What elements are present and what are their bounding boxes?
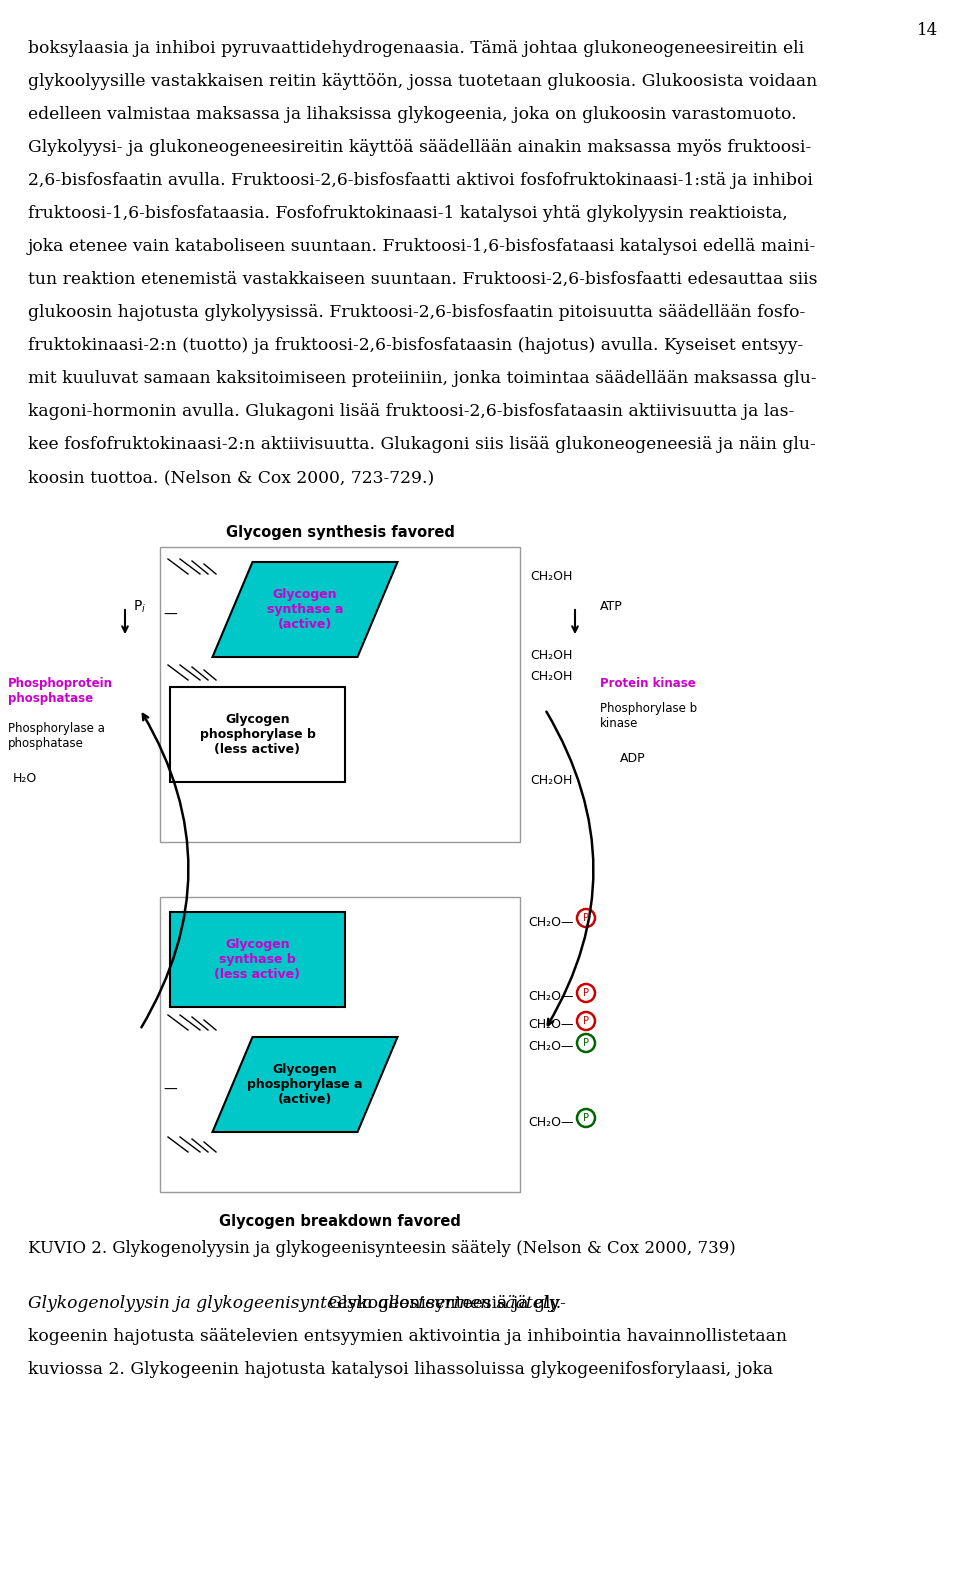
FancyBboxPatch shape xyxy=(170,911,345,1008)
Text: kogeenin hajotusta säätelevien entsyymien aktivointia ja inhibointia havainnolli: kogeenin hajotusta säätelevien entsyymie… xyxy=(28,1327,787,1345)
Text: Glycogen synthesis favored: Glycogen synthesis favored xyxy=(226,525,454,539)
Text: 2,6-bisfosfaatin avulla. Fruktoosi-2,6-bisfosfaatti aktivoi fosfofruktokinaasi-1: 2,6-bisfosfaatin avulla. Fruktoosi-2,6-b… xyxy=(28,172,813,188)
Text: Glycogen
synthase a
(active): Glycogen synthase a (active) xyxy=(267,589,343,631)
FancyBboxPatch shape xyxy=(160,897,520,1191)
Text: Glycogen breakdown favored: Glycogen breakdown favored xyxy=(219,1213,461,1229)
Text: joka etenee vain kataboliseen suuntaan. Fruktoosi-1,6-bisfosfataasi katalysoi ed: joka etenee vain kataboliseen suuntaan. … xyxy=(28,237,816,255)
Text: Protein kinase: Protein kinase xyxy=(600,677,696,690)
Text: edelleen valmistaa maksassa ja lihaksissa glykogeenia, joka on glukoosin varasto: edelleen valmistaa maksassa ja lihaksiss… xyxy=(28,106,797,123)
Text: boksylaasia ja inhiboi pyruvaattidehydrogenaasia. Tämä johtaa glukoneogeneesirei: boksylaasia ja inhiboi pyruvaattidehydro… xyxy=(28,40,804,57)
Text: CH₂OH: CH₂OH xyxy=(530,649,572,661)
Text: fruktoosi-1,6-bisfosfataasia. Fosfofruktokinaasi-1 katalysoi yhtä glykolyysin re: fruktoosi-1,6-bisfosfataasia. Fosfofrukt… xyxy=(28,206,788,221)
FancyBboxPatch shape xyxy=(160,547,520,842)
Text: H₂O: H₂O xyxy=(13,772,37,785)
Text: P: P xyxy=(583,913,589,922)
Text: CH₂O—: CH₂O— xyxy=(528,1115,573,1128)
Polygon shape xyxy=(212,562,397,657)
Text: glukoosin hajotusta glykolyysissä. Fruktoosi-2,6-bisfosfaatin pitoisuutta säädel: glukoosin hajotusta glykolyysissä. Frukt… xyxy=(28,304,805,321)
Text: CH₂O—: CH₂O— xyxy=(528,916,573,929)
Text: koosin tuottoa. (Nelson & Cox 2000, 723-729.): koosin tuottoa. (Nelson & Cox 2000, 723-… xyxy=(28,468,434,486)
Text: CH₂O—: CH₂O— xyxy=(528,1019,573,1031)
Text: fruktokinaasi-2:n (tuotto) ja fruktoosi-2,6-bisfosfataasin (hajotus) avulla. Kys: fruktokinaasi-2:n (tuotto) ja fruktoosi-… xyxy=(28,337,804,354)
Text: kee fosfofruktokinaasi-2:n aktiivisuutta. Glukagoni siis lisää glukoneogeneesiä : kee fosfofruktokinaasi-2:n aktiivisuutta… xyxy=(28,437,816,452)
Text: Glykogenolyysin ja glykogeenisynteesin allosteerinen säätely.: Glykogenolyysin ja glykogeenisynteesin a… xyxy=(28,1296,562,1311)
Text: ADP: ADP xyxy=(620,751,646,766)
Text: —: — xyxy=(163,607,177,622)
Text: Glycogen
phosphorylase b
(less active): Glycogen phosphorylase b (less active) xyxy=(200,713,316,756)
Text: KUVIO 2. Glykogenolyysin ja glykogeenisynteesin säätely (Nelson & Cox 2000, 739): KUVIO 2. Glykogenolyysin ja glykogeenisy… xyxy=(28,1240,735,1258)
Text: P: P xyxy=(583,1038,589,1047)
Text: mit kuuluvat samaan kaksitoimiseen proteiiniin, jonka toimintaa säädellään maksa: mit kuuluvat samaan kaksitoimiseen prote… xyxy=(28,370,817,388)
Text: Phosphoprotein
phosphatase: Phosphoprotein phosphatase xyxy=(8,677,113,706)
Text: tun reaktion etenemistä vastakkaiseen suuntaan. Fruktoosi-2,6-bisfosfaatti edesa: tun reaktion etenemistä vastakkaiseen su… xyxy=(28,271,818,288)
Text: kuviossa 2. Glykogeenin hajotusta katalysoi lihassoluissa glykogeenifosforylaasi: kuviossa 2. Glykogeenin hajotusta kataly… xyxy=(28,1361,773,1378)
Polygon shape xyxy=(212,1036,397,1133)
Text: CH₂OH: CH₂OH xyxy=(530,570,572,584)
Text: CH₂OH: CH₂OH xyxy=(530,774,572,786)
Text: P: P xyxy=(583,1016,589,1027)
Text: 14: 14 xyxy=(918,22,939,40)
FancyBboxPatch shape xyxy=(170,687,345,782)
Text: —: — xyxy=(163,1082,177,1096)
Text: Glykogeenisynteesiä ja gly-: Glykogeenisynteesiä ja gly- xyxy=(323,1296,565,1311)
Text: glykoolyysille vastakkaisen reitin käyttöön, jossa tuotetaan glukoosia. Glukoosi: glykoolyysille vastakkaisen reitin käytt… xyxy=(28,73,817,90)
Text: ATP: ATP xyxy=(600,601,623,614)
Text: Glycogen
phosphorylase a
(active): Glycogen phosphorylase a (active) xyxy=(248,1063,363,1106)
Text: CH₂OH: CH₂OH xyxy=(530,671,572,683)
Text: Glykolyysi- ja glukoneogeneesireitin käyttöä säädellään ainakin maksassa myös fr: Glykolyysi- ja glukoneogeneesireitin käy… xyxy=(28,139,811,157)
Text: Phosphorylase a
phosphatase: Phosphorylase a phosphatase xyxy=(8,721,105,750)
Text: P: P xyxy=(583,989,589,998)
Text: Phosphorylase b
kinase: Phosphorylase b kinase xyxy=(600,702,697,729)
Text: P: P xyxy=(583,1114,589,1123)
Text: Glycogen
synthase b
(less active): Glycogen synthase b (less active) xyxy=(214,938,300,981)
Text: CH₂O—: CH₂O— xyxy=(528,1041,573,1054)
Text: P$_i$: P$_i$ xyxy=(133,600,146,615)
Text: CH₂O—: CH₂O— xyxy=(528,990,573,1003)
Text: kagoni-hormonin avulla. Glukagoni lisää fruktoosi-2,6-bisfosfataasin aktiivisuut: kagoni-hormonin avulla. Glukagoni lisää … xyxy=(28,403,794,419)
